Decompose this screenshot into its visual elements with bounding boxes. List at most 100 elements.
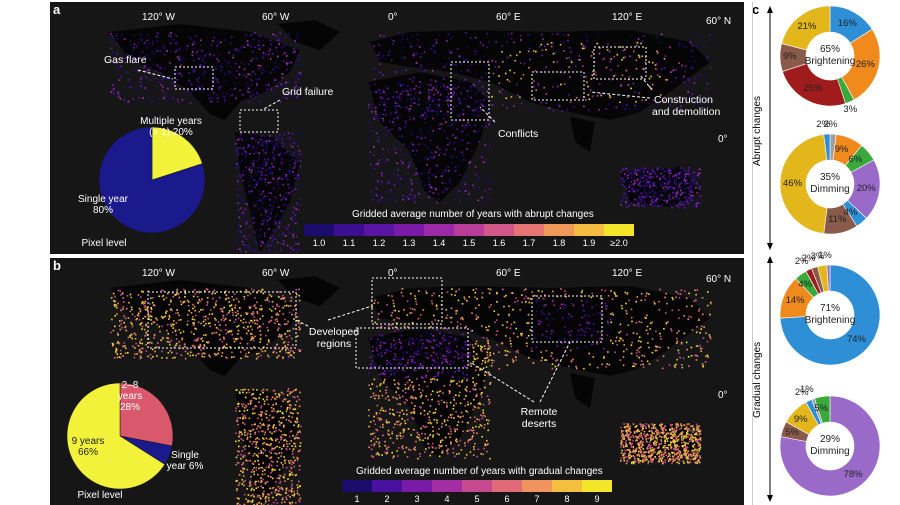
change-pixel [474,83,477,85]
change-pixel [482,92,485,95]
change-pixel [271,449,273,451]
change-pixel [177,48,180,50]
change-pixel [638,430,641,432]
change-pixel [395,186,397,188]
change-pixel [402,57,405,60]
change-pixel [570,61,573,64]
change-pixel [242,417,245,419]
change-pixel [261,207,263,209]
change-pixel [272,166,275,168]
change-pixel [244,46,246,48]
change-pixel [438,198,440,200]
change-pixel [393,105,396,108]
change-pixel [373,146,375,148]
change-pixel [678,45,680,48]
change-pixel [455,105,458,107]
change-pixel [622,180,624,183]
change-pixel [646,204,649,206]
change-pixel [246,42,249,45]
change-pixel [650,457,652,459]
change-pixel [482,105,484,107]
change-pixel [643,188,646,190]
change-pixel [412,150,414,152]
change-pixel [431,187,433,189]
change-pixel [418,290,420,292]
change-pixel [388,129,391,132]
change-pixel [228,310,231,312]
change-pixel [652,175,655,177]
change-pixel [237,150,239,152]
change-pixel [286,178,289,181]
change-pixel [671,187,674,190]
change-pixel [582,307,585,309]
change-pixel [244,423,246,426]
change-pixel [469,198,471,200]
change-pixel [238,474,241,476]
change-pixel [600,94,602,97]
change-pixel [239,51,241,53]
change-pixel [274,216,276,218]
change-pixel [461,333,464,335]
change-pixel [245,391,248,394]
change-pixel [436,339,438,341]
change-pixel [238,346,240,349]
change-pixel [680,176,683,178]
change-pixel [413,53,416,55]
change-pixel [588,98,591,101]
change-pixel [197,80,200,83]
change-pixel [457,165,460,167]
change-pixel [372,395,375,397]
change-pixel [387,98,390,100]
change-pixel [533,110,535,113]
change-pixel [170,32,172,34]
change-pixel [394,353,396,355]
change-pixel [479,345,482,348]
change-pixel [656,447,659,449]
change-pixel [680,206,682,209]
change-pixel [463,365,465,367]
change-pixel [566,354,568,357]
change-pixel [625,204,627,206]
change-pixel [385,392,387,394]
change-pixel [464,190,467,192]
change-pixel [259,138,262,141]
change-pixel [437,90,439,93]
change-pixel [454,310,457,312]
change-pixel [689,436,692,439]
change-pixel [467,124,470,126]
change-pixel [630,181,632,183]
change-pixel [129,293,132,296]
change-pixel [291,170,294,173]
change-pixel [476,455,478,458]
change-pixel [113,88,115,90]
change-pixel [283,240,285,242]
change-pixel [415,338,418,340]
change-pixel [252,216,254,219]
change-pixel [582,304,584,307]
change-pixel [651,423,654,426]
change-pixel [676,194,679,197]
change-pixel [606,49,609,51]
change-pixel [135,69,138,72]
change-pixel [297,178,299,180]
change-pixel [643,452,645,455]
change-pixel [436,201,438,204]
change-pixel [287,478,289,480]
change-pixel [402,369,404,371]
change-pixel [193,305,196,308]
change-pixel [641,444,644,446]
change-pixel [373,444,375,447]
change-pixel [702,337,705,339]
change-pixel [621,199,624,202]
change-pixel [153,334,156,337]
change-pixel [286,440,288,443]
change-pixel [239,235,242,237]
change-pixel [677,206,680,209]
continent-shape [110,280,300,376]
change-pixel [243,503,246,505]
change-pixel [634,198,636,201]
change-pixel [636,190,638,192]
change-pixel [663,199,665,202]
change-pixel [255,466,258,469]
change-pixel [245,291,248,294]
